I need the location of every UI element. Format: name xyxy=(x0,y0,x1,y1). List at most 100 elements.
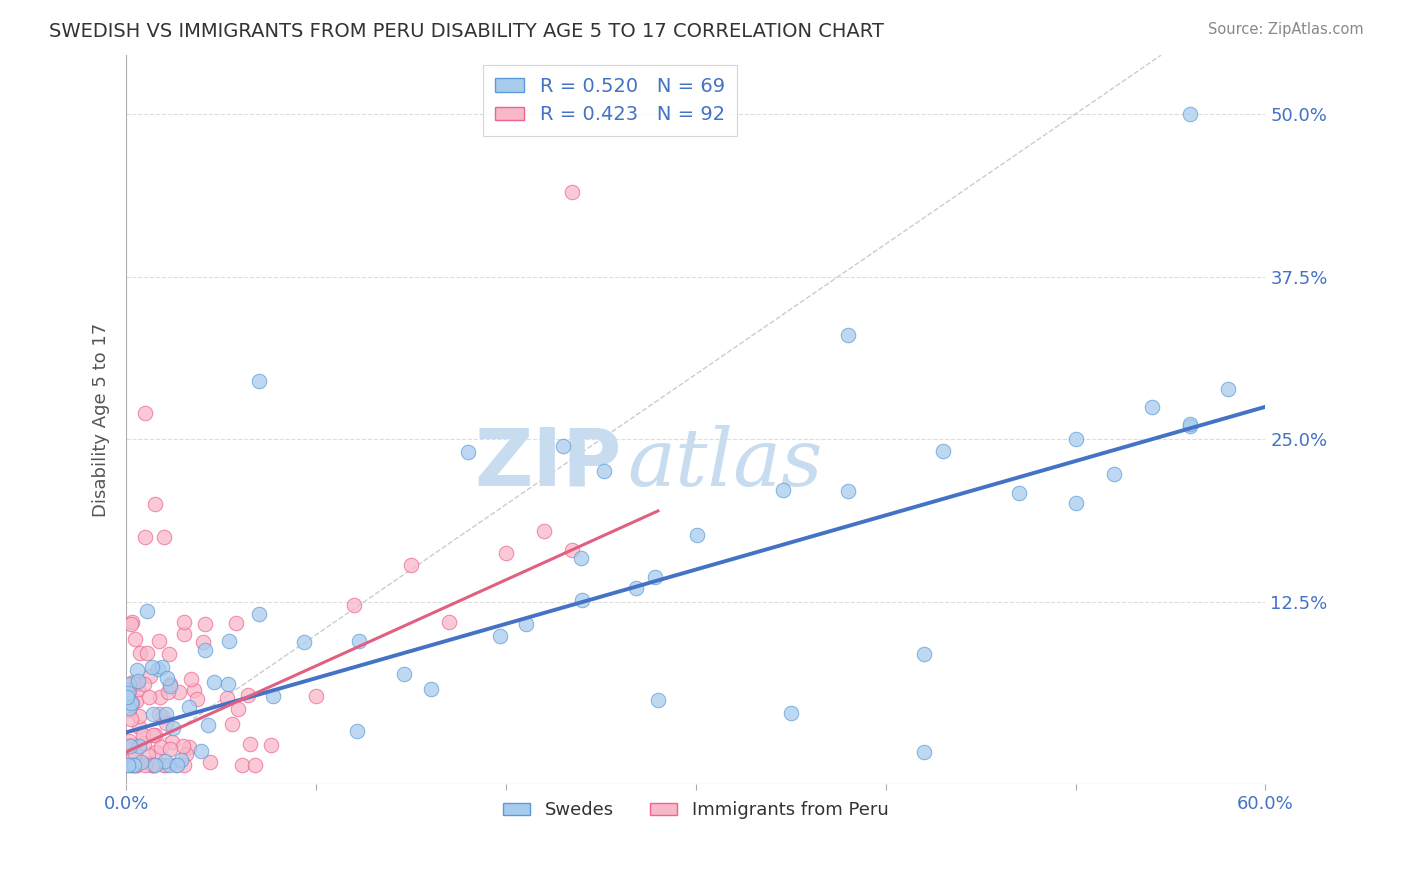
Point xyxy=(155,716,177,731)
Point xyxy=(150,739,173,754)
Point xyxy=(121,615,143,630)
Point xyxy=(121,751,143,765)
Point xyxy=(772,483,794,497)
Point xyxy=(262,689,284,703)
Point xyxy=(837,328,859,343)
Point xyxy=(193,642,215,657)
Point xyxy=(155,758,177,772)
Point xyxy=(120,739,142,753)
Point xyxy=(1064,433,1087,447)
Point xyxy=(142,758,165,772)
Point xyxy=(247,607,270,621)
Point xyxy=(173,758,195,772)
Point xyxy=(197,718,219,732)
Point xyxy=(1178,107,1201,121)
Point xyxy=(155,707,177,722)
Point xyxy=(221,716,243,731)
Point xyxy=(165,758,187,772)
Point xyxy=(118,739,141,754)
Point xyxy=(160,735,183,749)
Point xyxy=(117,758,139,772)
Point xyxy=(138,669,160,683)
Point xyxy=(120,696,142,710)
Point xyxy=(124,632,146,647)
Point xyxy=(218,634,240,648)
Point xyxy=(191,634,214,648)
Point xyxy=(125,676,148,690)
Point xyxy=(1064,496,1087,510)
Point xyxy=(533,524,555,538)
Point xyxy=(495,545,517,559)
Point xyxy=(912,647,935,661)
Point xyxy=(118,734,141,748)
Point xyxy=(239,737,262,751)
Point xyxy=(141,758,163,772)
Point xyxy=(779,706,801,720)
Point xyxy=(217,677,239,691)
Point xyxy=(159,742,181,756)
Point xyxy=(139,756,162,771)
Point xyxy=(194,616,217,631)
Point xyxy=(157,758,180,772)
Point xyxy=(437,615,460,629)
Point xyxy=(115,690,138,705)
Point xyxy=(1008,486,1031,500)
Point xyxy=(515,617,537,632)
Point xyxy=(152,710,174,724)
Point xyxy=(225,615,247,630)
Point xyxy=(155,754,177,768)
Point xyxy=(571,550,593,565)
Point xyxy=(624,581,647,595)
Point xyxy=(127,681,149,696)
Point xyxy=(228,701,250,715)
Point xyxy=(121,738,143,752)
Point xyxy=(142,758,165,772)
Point xyxy=(118,700,141,714)
Point xyxy=(124,758,146,772)
Point xyxy=(174,747,197,761)
Point xyxy=(152,758,174,772)
Point xyxy=(173,615,195,630)
Point xyxy=(120,713,142,727)
Point xyxy=(198,755,221,769)
Point xyxy=(236,688,259,702)
Point xyxy=(118,677,141,691)
Point xyxy=(686,528,709,542)
Point xyxy=(593,464,616,478)
Point xyxy=(143,498,166,512)
Point xyxy=(127,674,149,689)
Point xyxy=(292,634,315,648)
Point xyxy=(122,758,145,772)
Point xyxy=(399,558,422,572)
Point xyxy=(392,666,415,681)
Point xyxy=(162,721,184,735)
Point xyxy=(124,746,146,760)
Point xyxy=(260,739,283,753)
Point xyxy=(142,707,165,722)
Point xyxy=(343,599,366,613)
Point xyxy=(128,720,150,734)
Point xyxy=(217,691,239,706)
Point xyxy=(118,682,141,697)
Point xyxy=(146,662,169,676)
Point xyxy=(141,758,163,772)
Point xyxy=(551,439,574,453)
Point xyxy=(561,185,583,199)
Point xyxy=(202,674,225,689)
Point xyxy=(231,758,253,772)
Point xyxy=(128,646,150,660)
Point xyxy=(117,686,139,700)
Point xyxy=(837,483,859,498)
Point xyxy=(157,684,180,698)
Point xyxy=(172,739,194,753)
Point xyxy=(138,690,160,704)
Point xyxy=(145,728,167,742)
Point xyxy=(118,702,141,716)
Point xyxy=(1216,382,1239,396)
Point xyxy=(489,630,512,644)
Point xyxy=(118,678,141,692)
Point xyxy=(347,634,370,648)
Point xyxy=(190,744,212,758)
Point xyxy=(243,758,266,772)
Point xyxy=(647,693,669,707)
